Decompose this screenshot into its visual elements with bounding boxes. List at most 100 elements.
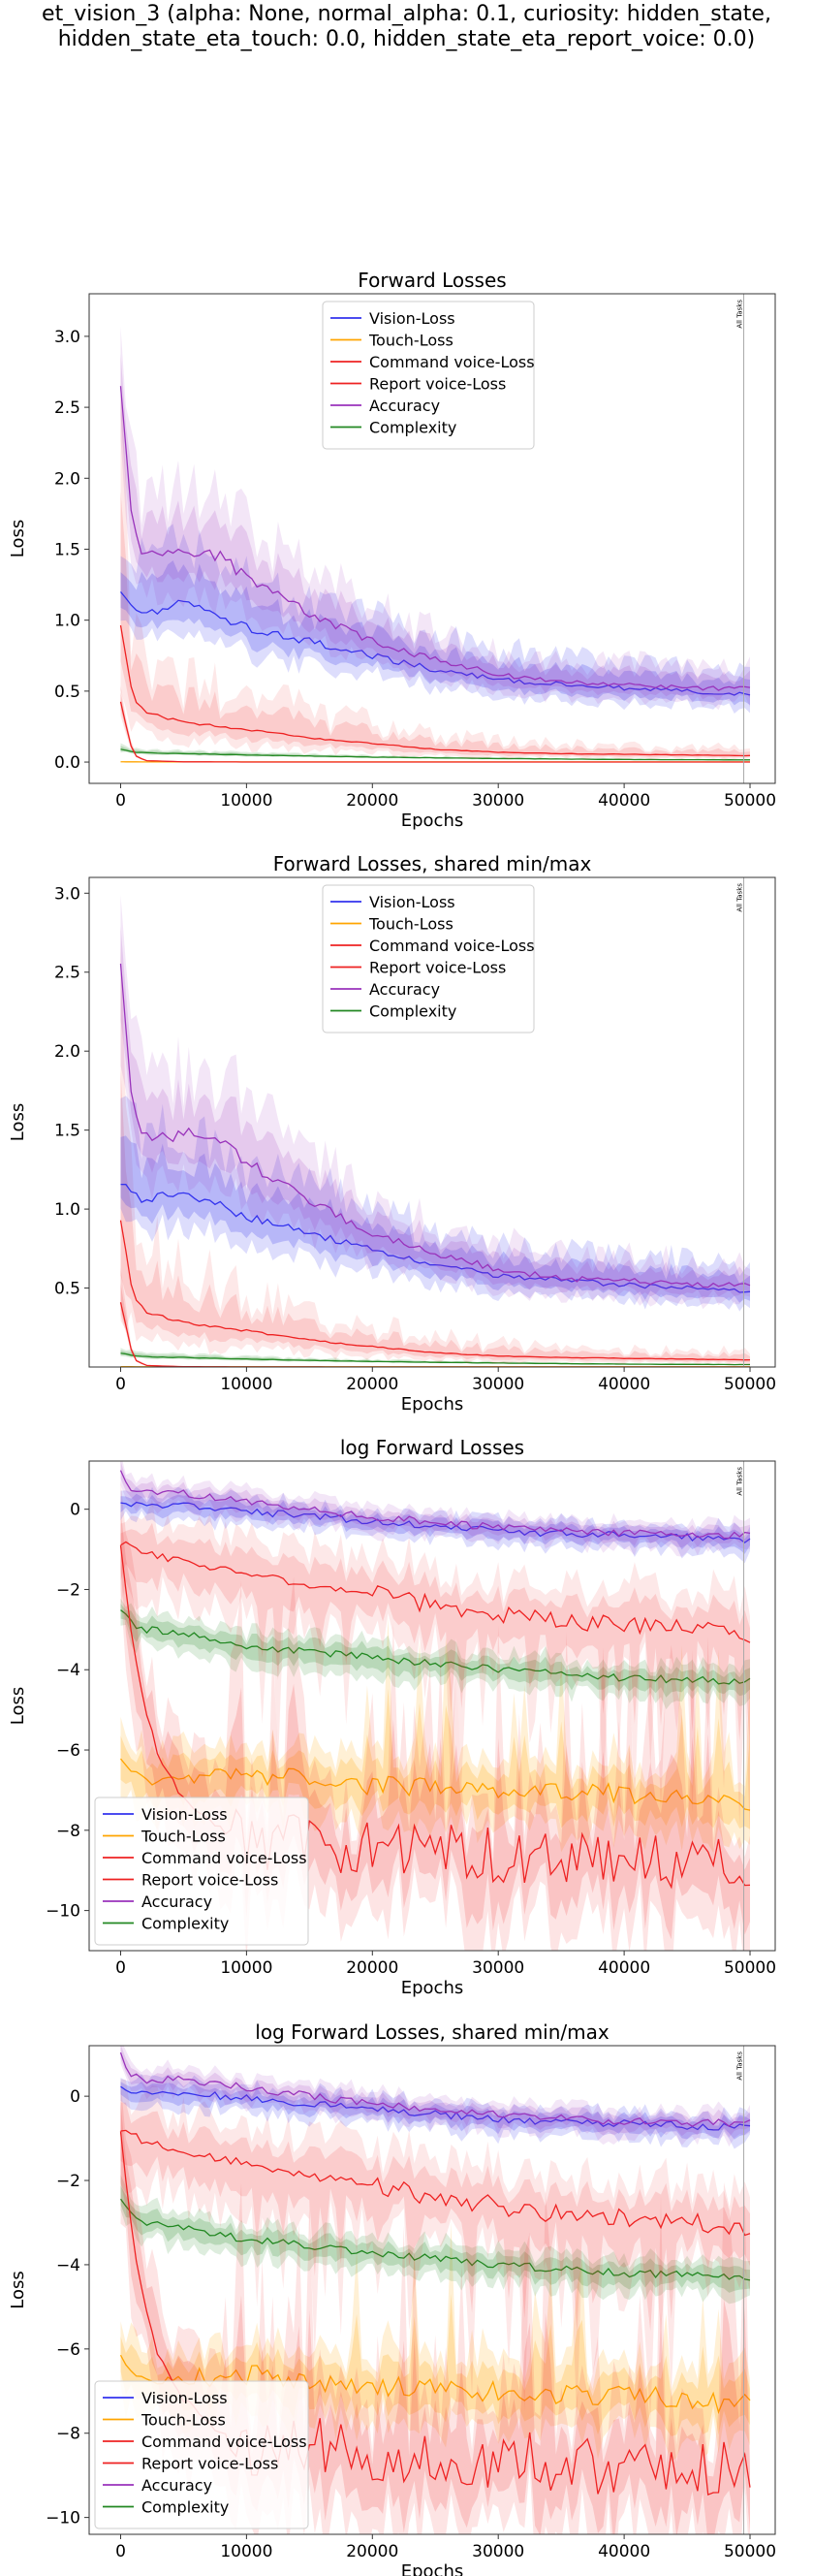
legend-entry: Command voice-Loss xyxy=(141,1849,307,1867)
band-accuracy-inner xyxy=(120,2046,750,2138)
chart-panel-1: Forward Losses All Tasks 0 10000 20000 30000 4… xyxy=(8,269,776,831)
band-complexity-inner xyxy=(120,1604,751,1698)
x-tick-label: 40000 xyxy=(598,2542,650,2561)
band-accuracy-outer xyxy=(120,2046,750,2147)
band-vision-loss-inner xyxy=(120,1493,751,1554)
x-axis-label: Epochs xyxy=(401,2561,464,2576)
legend-entry: Complexity xyxy=(141,2498,229,2517)
legend-box xyxy=(94,1797,309,1946)
task-boundary-label: All Tasks xyxy=(736,1467,744,1496)
x-tick-label: 10000 xyxy=(220,1958,272,1978)
y-tick-label: 0.5 xyxy=(54,1280,80,1299)
line-report-voice-loss xyxy=(119,701,750,763)
legend-entry: Accuracy xyxy=(369,397,440,415)
legend-entry: Complexity xyxy=(141,1915,229,1933)
band-complexity-outer xyxy=(120,2175,751,2305)
y-tick-label: −10 xyxy=(46,2509,80,2528)
x-tick-label: 20000 xyxy=(346,791,398,811)
line-vision-loss xyxy=(120,1501,751,1543)
band-touch-loss-inner xyxy=(120,2293,751,2436)
legend-entry: Report voice-Loss xyxy=(369,959,506,977)
x-tick-label: 20000 xyxy=(346,2542,398,2561)
band-vision-loss-outer xyxy=(120,524,751,714)
y-tick-label: −8 xyxy=(56,1822,80,1841)
band-touch-loss-inner xyxy=(120,1688,751,1829)
chart-title: log Forward Losses, shared min/max xyxy=(255,2020,610,2044)
legend-entry: Touch-Loss xyxy=(141,2411,226,2430)
x-axis-label: Epochs xyxy=(401,811,464,831)
x-tick-label: 0 xyxy=(115,791,126,811)
y-tick-label: −2 xyxy=(56,1580,80,1600)
legend-entry: Command voice-Loss xyxy=(369,937,535,955)
band-vision-loss-inner xyxy=(120,1135,751,1303)
legend-entry: Report voice-Loss xyxy=(141,1871,278,1890)
band-touch-loss-outer xyxy=(120,1616,751,1853)
x-tick-label: 30000 xyxy=(472,1375,524,1394)
x-axis-label: Epochs xyxy=(401,1978,464,1998)
x-tick-label: 50000 xyxy=(724,1375,776,1394)
y-tick-label: −2 xyxy=(56,2172,80,2191)
x-tick-label: 20000 xyxy=(346,1958,398,1978)
y-tick-label: −10 xyxy=(46,1902,80,1922)
band-vision-loss-inner xyxy=(120,560,751,706)
y-tick-label: 0 xyxy=(70,1501,80,1520)
line-command-voice-loss xyxy=(120,2129,751,2237)
chart-panel-2: Forward Losses, shared min/max All Tasks 0… xyxy=(8,852,776,1415)
legend-entry: Touch-Loss xyxy=(141,1828,226,1846)
suptitle-line-1: et_vision_3 (alpha: None, normal_alpha: … xyxy=(42,2,771,26)
suptitle-line-2: hidden_state_eta_touch: 0.0, hidden_stat… xyxy=(57,27,756,51)
line-command-voice-loss xyxy=(119,624,751,757)
y-tick-label: 1.5 xyxy=(54,1122,80,1141)
legend-entry: Touch-Loss xyxy=(368,915,453,934)
band-report-voice-loss-outer xyxy=(120,2081,750,2534)
y-tick-label: 2.0 xyxy=(54,469,80,489)
legend: Vision-Loss Touch-Loss Command voice-Loss R… xyxy=(322,884,535,1034)
plot-area xyxy=(119,326,751,763)
legend-box xyxy=(322,301,535,450)
line-touch-loss xyxy=(119,1758,751,1811)
band-complexity-outer xyxy=(120,1598,751,1710)
x-tick-label: 30000 xyxy=(472,2542,524,2561)
task-boundary-label: All Tasks xyxy=(736,883,744,912)
y-tick-label: 0 xyxy=(70,2087,80,2107)
x-axis-label: Epochs xyxy=(401,1394,464,1415)
x-tick-label: 0 xyxy=(115,1375,126,1394)
band-complexity-outer xyxy=(120,1348,751,1366)
band-report-voice-loss-inner xyxy=(120,2103,750,2534)
x-tick-label: 50000 xyxy=(724,791,776,811)
y-tick-label: 1.0 xyxy=(54,612,80,631)
legend-entry: Touch-Loss xyxy=(368,332,453,350)
legend-entry: Command voice-Loss xyxy=(141,2433,307,2451)
legend-entry: Accuracy xyxy=(369,980,440,999)
line-command-voice-loss xyxy=(119,1220,751,1361)
band-command-voice-loss-outer xyxy=(120,2079,751,2426)
y-tick-label: 2.5 xyxy=(54,398,80,418)
y-tick-label: −6 xyxy=(56,1741,80,1761)
y-tick-label: −6 xyxy=(56,2340,80,2360)
y-tick-label: 3.0 xyxy=(54,884,80,904)
y-tick-label: −8 xyxy=(56,2425,80,2444)
band-command-voice-loss-inner xyxy=(120,1522,751,1750)
band-command-voice-loss-inner xyxy=(120,492,751,758)
y-tick-label: 0.0 xyxy=(54,753,80,773)
y-tick-label: −4 xyxy=(56,1661,80,1680)
band-complexity-inner xyxy=(120,2185,751,2293)
x-tick-label: 10000 xyxy=(220,1375,272,1394)
y-axis-label: Loss xyxy=(8,1687,28,1725)
line-vision-loss xyxy=(120,1183,751,1293)
band-vision-loss-outer xyxy=(120,1096,751,1312)
chart-panel-4: log Forward Losses, shared min/max All Ta… xyxy=(8,2020,776,2576)
line-accuracy xyxy=(119,963,751,1288)
y-axis-label: Loss xyxy=(8,1103,28,1141)
legend: Vision-Loss Touch-Loss Command voice-Loss R… xyxy=(94,1797,309,1946)
axes-frame xyxy=(88,1460,776,1952)
line-complexity xyxy=(120,1352,750,1366)
chart-title: log Forward Losses xyxy=(340,1436,524,1459)
legend-entry: Report voice-Loss xyxy=(369,375,506,394)
legend-entry: Vision-Loss xyxy=(141,2389,228,2407)
chart-panel-3: log Forward Losses All Tasks 0 10000 20000 30… xyxy=(8,1436,776,1998)
chart-title: Forward Losses, shared min/max xyxy=(273,852,592,875)
line-command-voice-loss xyxy=(120,1541,751,1643)
legend-entry: Command voice-Loss xyxy=(369,353,535,371)
